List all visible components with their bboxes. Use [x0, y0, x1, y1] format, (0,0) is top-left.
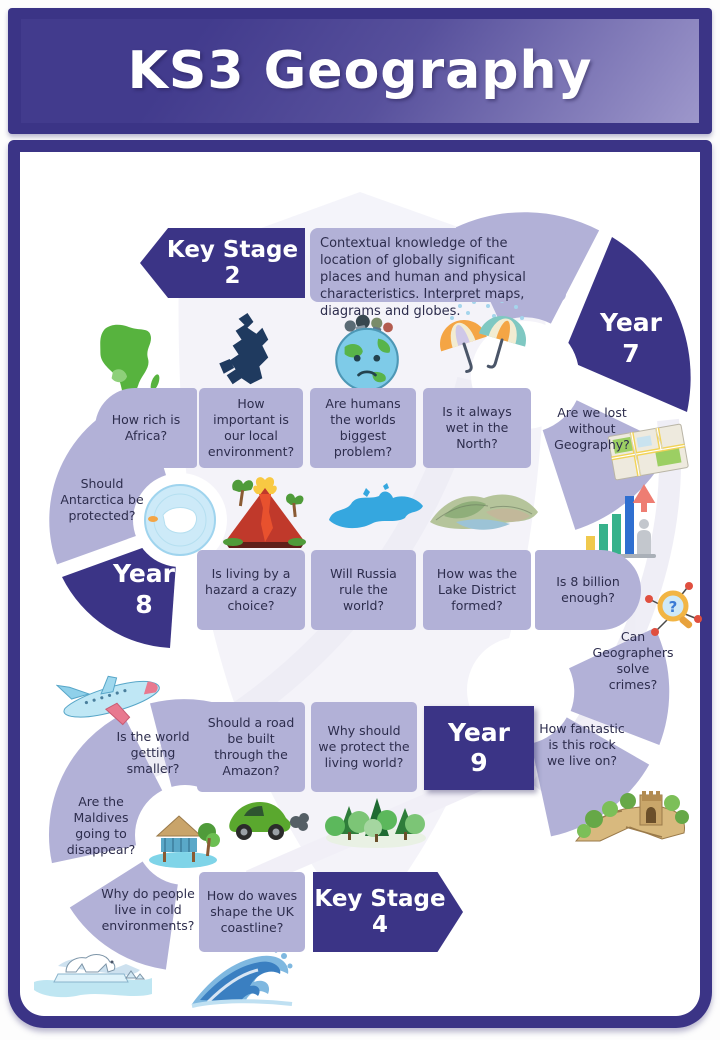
- polar-bear-icon: [34, 954, 152, 998]
- page-title: KS3 Geography: [127, 41, 593, 101]
- question-hazard: Is living by a hazard a crazy choice?: [197, 550, 305, 630]
- question-living-world: Why should we protect the living world?: [311, 702, 417, 792]
- svg-text:?: ?: [669, 598, 678, 616]
- year-9-marker: Year 9: [424, 706, 534, 790]
- volcano-icon: [223, 477, 306, 548]
- ks4-line1: Key Stage: [314, 885, 446, 912]
- header-banner: KS3 Geography: [8, 8, 712, 134]
- header-gradient-panel: KS3 Geography: [21, 19, 699, 123]
- question-antarctica: Should Antarctica be protected?: [60, 476, 144, 523]
- question-russia: Will Russia rule the world?: [311, 550, 416, 630]
- question-rock: How fantastic is this rock we live on?: [539, 721, 625, 768]
- year-8-marker: Year 8: [113, 559, 175, 620]
- question-lost-geography: Are we lost without Geography?: [554, 405, 630, 452]
- question-crimes: Can Geographers solve crimes?: [592, 629, 674, 692]
- car-exhaust-icon: [229, 802, 309, 840]
- ks2-line1: Key Stage: [166, 236, 299, 263]
- wave-icon: [191, 947, 293, 1008]
- question-world-smaller: Is the world getting smaller?: [116, 728, 190, 776]
- key-stage-4-banner: Key Stage 4: [313, 872, 463, 952]
- question-eight-billion: Is 8 billion enough?: [535, 550, 641, 630]
- question-amazon-road: Should a road be built through the Amazo…: [197, 702, 305, 792]
- earth-pollution-icon: [335, 314, 399, 392]
- question-waves-coastline: How do waves shape the UK coastline?: [199, 872, 305, 952]
- ks2-description-box: Contextual knowledge of the location of …: [310, 228, 566, 319]
- antarctica-map-icon: [144, 484, 216, 556]
- great-wall-icon: [574, 791, 689, 842]
- ks4-line2: 4: [371, 912, 388, 938]
- lake-district-icon: [430, 494, 538, 530]
- beach-hut-icon: [149, 815, 220, 868]
- ks2-line2: 2: [224, 263, 241, 289]
- question-wet-north: Is it always wet in the North?: [423, 388, 531, 468]
- question-lake-district: How was the Lake District formed?: [423, 550, 531, 630]
- question-local-environment: How important is our local environment?: [199, 388, 303, 468]
- year-7-marker: Year 7: [600, 308, 662, 369]
- question-maldives: Are the Maldives going to disappear?: [66, 794, 136, 857]
- question-cold-environments: Why do people live in cold environments?: [101, 886, 195, 933]
- russia-map-icon: [329, 483, 423, 529]
- key-stage-2-banner: Key Stage 2: [140, 228, 305, 298]
- question-humans-problem: Are humans the worlds biggest problem?: [310, 388, 416, 468]
